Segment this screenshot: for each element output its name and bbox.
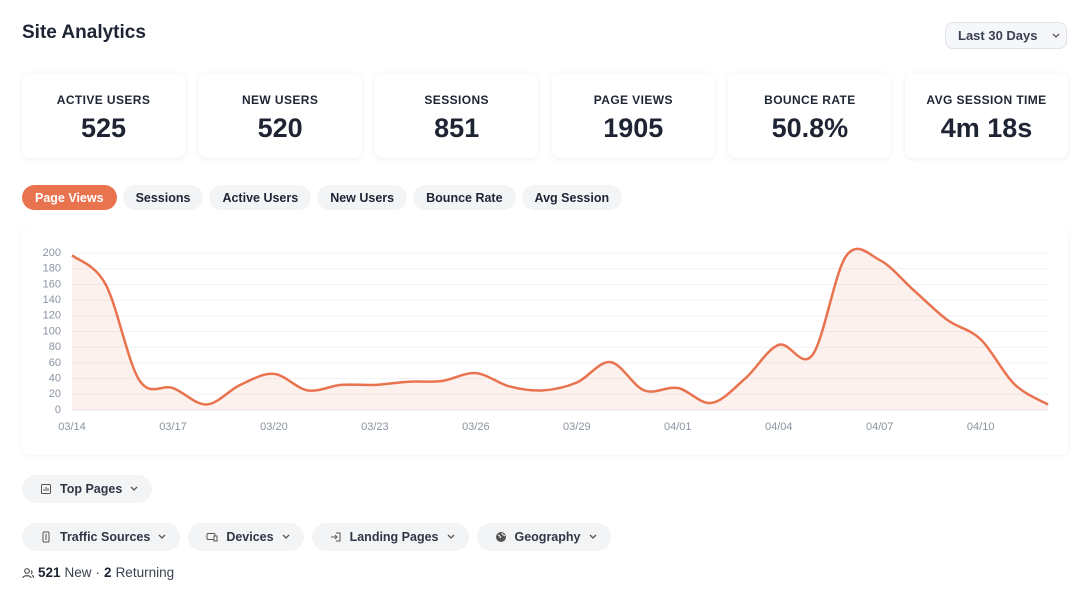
- chart: 0 20 40 60 80 100 120 140 160 180 200 03/14 03/17 03/…: [43, 247, 1049, 433]
- visitor-summary: 521 New · 2 Returning: [22, 565, 174, 580]
- kpi-label: BOUNCE RATE: [764, 93, 856, 107]
- x-tick-label: 04/01: [664, 421, 692, 433]
- kpi-label: NEW USERS: [241, 93, 319, 107]
- line: [71, 247, 1049, 406]
- returning-count: 2: [104, 565, 112, 580]
- new-label: New: [64, 565, 92, 580]
- kpi-card: BOUNCE RATE 50.8%: [728, 73, 891, 158]
- y-tick-label: 100: [43, 325, 61, 337]
- kpi-card: NEW USERS 520: [199, 73, 362, 158]
- kpi-label: AVG SESSION TIME: [926, 93, 1047, 107]
- y-tick-label: 140: [43, 294, 61, 306]
- x-tick-label: 03/14: [58, 421, 86, 433]
- section-button[interactable]: Devices: [188, 523, 304, 551]
- button-label: Landing Pages: [349, 530, 439, 544]
- separator: ·: [95, 565, 101, 580]
- kpi-value: 520: [257, 113, 303, 143]
- chevron: [158, 534, 166, 539]
- y-tick-label: 40: [49, 373, 61, 385]
- y-tick-label: 0: [55, 404, 61, 416]
- chevron: [282, 534, 290, 539]
- chevron: [447, 534, 454, 539]
- button-icon: [41, 484, 51, 494]
- x-tick-label: 04/04: [765, 421, 793, 433]
- returning-label: Returning: [115, 565, 175, 580]
- y-tick-label: 200: [43, 247, 61, 259]
- section-button[interactable]: Traffic Sources: [22, 523, 181, 551]
- kpi-card: SESSIONS 851: [375, 73, 538, 158]
- button-label: Geography: [514, 530, 581, 544]
- section-button[interactable]: Landing Pages: [311, 523, 469, 551]
- metric-tab[interactable]: Bounce Rate: [413, 185, 516, 210]
- chevron: [589, 534, 596, 539]
- range-label: Last 30 Days: [958, 28, 1038, 43]
- kpi-value: 851: [434, 113, 480, 143]
- metric-tab[interactable]: Active Users: [209, 185, 312, 210]
- kpi-card: PAGE VIEWS 1905: [552, 73, 715, 158]
- y-tick-label: 120: [43, 310, 61, 322]
- new-count: 521: [38, 565, 61, 580]
- page-title: Site Analytics: [22, 22, 146, 43]
- button-icon: [330, 532, 341, 542]
- y-tick-label: 20: [49, 388, 61, 400]
- kpi-value: 50.8%: [771, 113, 849, 143]
- metric-tab[interactable]: Sessions: [122, 185, 204, 210]
- section-button[interactable]: Geography: [476, 523, 611, 551]
- users-icon: [22, 567, 34, 578]
- y-tick-label: 60: [49, 357, 61, 369]
- metric-tab[interactable]: Page Views: [22, 185, 117, 210]
- section-row: Top Pages: [22, 475, 153, 503]
- button-icon: [495, 532, 506, 542]
- kpi-label: SESSIONS: [424, 93, 489, 107]
- x-tick-label: 03/23: [361, 421, 389, 433]
- button-icon: [42, 531, 50, 543]
- y-tick-label: 80: [49, 341, 61, 353]
- metric-tab[interactable]: Avg Session: [521, 185, 623, 210]
- kpi-value: 4m 18s: [940, 113, 1033, 143]
- chevron: [1052, 33, 1059, 38]
- button-label: Traffic Sources: [60, 530, 151, 544]
- x-tick-label: 04/10: [967, 421, 995, 433]
- kpi-card: ACTIVE USERS 525: [22, 73, 185, 158]
- range-dropdown[interactable]: Last 30 Days: [945, 22, 1067, 49]
- kpi-label: PAGE VIEWS: [593, 93, 673, 107]
- section-button[interactable]: Top Pages: [22, 475, 153, 503]
- button-label: Top Pages: [60, 482, 123, 496]
- y-tick-label: 160: [43, 278, 61, 290]
- kpi-value: 525: [80, 113, 127, 143]
- kpi-value: 1905: [603, 113, 664, 143]
- kpi-card: AVG SESSION TIME 4m 18s: [905, 73, 1068, 158]
- area: [72, 248, 1048, 410]
- y-tick-label: 180: [43, 263, 61, 275]
- x-tick-label: 03/26: [462, 421, 490, 433]
- x-tick-label: 03/29: [563, 421, 591, 433]
- metric-tabs: Page Views Sessions Active Users New Users B…: [22, 185, 623, 210]
- kpi-label: ACTIVE USERS: [56, 93, 151, 107]
- x-tick-label: 03/20: [260, 421, 288, 433]
- button-icon: [206, 533, 218, 542]
- chevron: [130, 486, 138, 491]
- metric-tab[interactable]: New Users: [317, 185, 408, 210]
- button-label: Devices: [226, 530, 274, 544]
- x-tick-label: 04/07: [866, 421, 894, 433]
- x-tick-label: 03/17: [159, 421, 187, 433]
- section-row: Traffic Sources Devices Landing Pages Geogr…: [22, 523, 611, 551]
